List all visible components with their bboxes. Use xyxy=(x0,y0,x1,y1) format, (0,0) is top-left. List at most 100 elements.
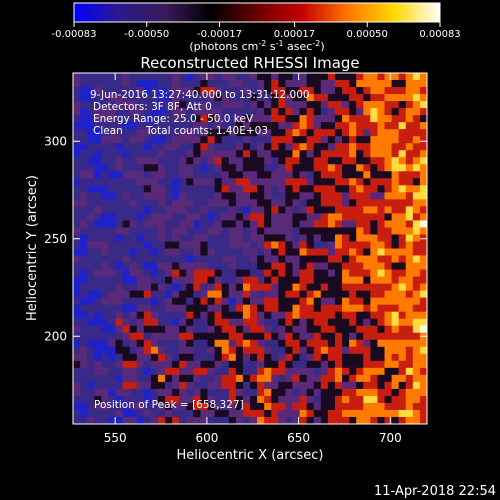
heatmap-cell xyxy=(228,262,237,270)
heatmap-cell xyxy=(157,269,166,277)
heatmap-cell xyxy=(313,395,322,404)
heatmap-cell xyxy=(320,241,329,249)
heatmap-cell xyxy=(101,283,109,292)
heatmap-cell xyxy=(412,360,421,369)
heatmap-cell xyxy=(384,360,392,369)
heatmap-cell xyxy=(370,171,378,179)
heatmap-cell xyxy=(136,206,145,214)
heatmap-cell xyxy=(320,87,329,95)
heatmap-cell xyxy=(398,122,407,130)
heatmap-cell xyxy=(250,374,258,383)
heatmap-cell xyxy=(172,353,180,362)
heatmap-cell xyxy=(285,108,293,116)
heatmap-cell xyxy=(412,318,421,327)
heatmap-cell xyxy=(242,164,251,172)
heatmap-cell xyxy=(398,255,407,263)
heatmap-cell xyxy=(377,339,385,348)
heatmap-cell xyxy=(320,206,329,214)
heatmap-cell xyxy=(165,178,173,186)
heatmap-cell xyxy=(179,80,187,88)
heatmap-cell xyxy=(165,150,173,158)
heatmap-cell xyxy=(292,115,300,123)
heatmap-cell xyxy=(384,87,392,95)
heatmap-cell xyxy=(87,108,95,116)
heatmap-cell xyxy=(143,122,152,130)
heatmap-cell xyxy=(94,108,102,116)
heatmap-cell xyxy=(221,360,230,369)
heatmap-cell xyxy=(94,409,102,418)
heatmap-cell xyxy=(334,276,343,284)
heatmap-cell xyxy=(73,276,81,284)
heatmap-cell xyxy=(242,332,251,341)
heatmap-cell xyxy=(172,409,180,418)
heatmap-cell xyxy=(363,248,371,256)
heatmap-cell xyxy=(80,80,88,88)
heatmap-cell xyxy=(221,94,230,102)
heatmap-cell xyxy=(384,241,392,249)
heatmap-cell xyxy=(136,178,145,186)
heatmap-cell xyxy=(228,325,237,334)
heatmap-cell xyxy=(108,157,116,165)
heatmap-cell xyxy=(73,304,81,313)
heatmap-cell xyxy=(377,108,385,116)
annotation-block: 9-Jun-2016 13:27:40.000 to 13:31:12.000 … xyxy=(90,89,310,411)
heatmap-cell xyxy=(221,262,230,270)
heatmap-cell xyxy=(257,262,265,270)
heatmap-cell xyxy=(306,360,315,369)
heatmap-cell xyxy=(235,94,244,102)
heatmap-cell xyxy=(108,255,116,263)
heatmap-cell xyxy=(101,395,109,404)
heatmap-cell xyxy=(108,360,116,369)
heatmap-cell xyxy=(207,325,215,334)
heatmap-cell xyxy=(80,381,88,390)
heatmap-cell xyxy=(94,339,102,348)
heatmap-cell xyxy=(419,346,427,355)
heatmap-cell xyxy=(80,94,88,102)
heatmap-cell xyxy=(235,325,244,334)
heatmap-cell xyxy=(342,248,350,256)
heatmap-cell xyxy=(405,157,414,165)
heatmap-cell xyxy=(412,220,421,228)
heatmap-cell xyxy=(285,360,293,369)
heatmap-cell xyxy=(80,311,88,320)
heatmap-cell xyxy=(129,325,138,334)
heatmap-cell xyxy=(278,367,286,376)
heatmap-cell xyxy=(250,143,258,151)
heatmap-cell xyxy=(334,290,343,299)
heatmap-cell xyxy=(101,353,109,362)
heatmap-cell xyxy=(150,325,159,334)
heatmap-cell xyxy=(101,269,109,277)
heatmap-cell xyxy=(370,164,378,172)
heatmap-cell xyxy=(306,87,315,95)
heatmap-cell xyxy=(228,346,237,355)
heatmap-cell xyxy=(257,269,265,277)
heatmap-cell xyxy=(228,409,237,418)
heatmap-cell xyxy=(363,234,371,242)
heatmap-cell xyxy=(214,346,223,355)
heatmap-cell xyxy=(292,297,300,306)
heatmap-cell xyxy=(327,101,336,109)
heatmap-cell xyxy=(271,115,279,123)
heatmap-cell xyxy=(292,402,300,411)
heatmap-cell xyxy=(250,346,258,355)
heatmap-cell xyxy=(264,94,272,102)
heatmap-cell xyxy=(186,311,194,320)
heatmap-cell xyxy=(157,255,166,263)
heatmap-cell xyxy=(292,339,300,348)
heatmap-cell xyxy=(172,367,180,376)
heatmap-cell xyxy=(405,297,414,306)
heatmap-cell xyxy=(299,283,308,292)
heatmap-cell xyxy=(327,192,336,200)
heatmap-cell xyxy=(242,185,251,193)
heatmap-cell xyxy=(228,241,237,249)
heatmap-cell xyxy=(186,199,194,207)
heatmap-cell xyxy=(157,416,166,424)
heatmap-cell xyxy=(214,395,223,404)
heatmap-cell xyxy=(221,164,230,172)
heatmap-cell xyxy=(214,129,223,137)
heatmap-cell xyxy=(143,255,152,263)
heatmap-cell xyxy=(214,143,223,151)
heatmap-cell xyxy=(73,269,81,277)
heatmap-cell xyxy=(370,213,378,221)
heatmap-cell xyxy=(108,248,116,256)
